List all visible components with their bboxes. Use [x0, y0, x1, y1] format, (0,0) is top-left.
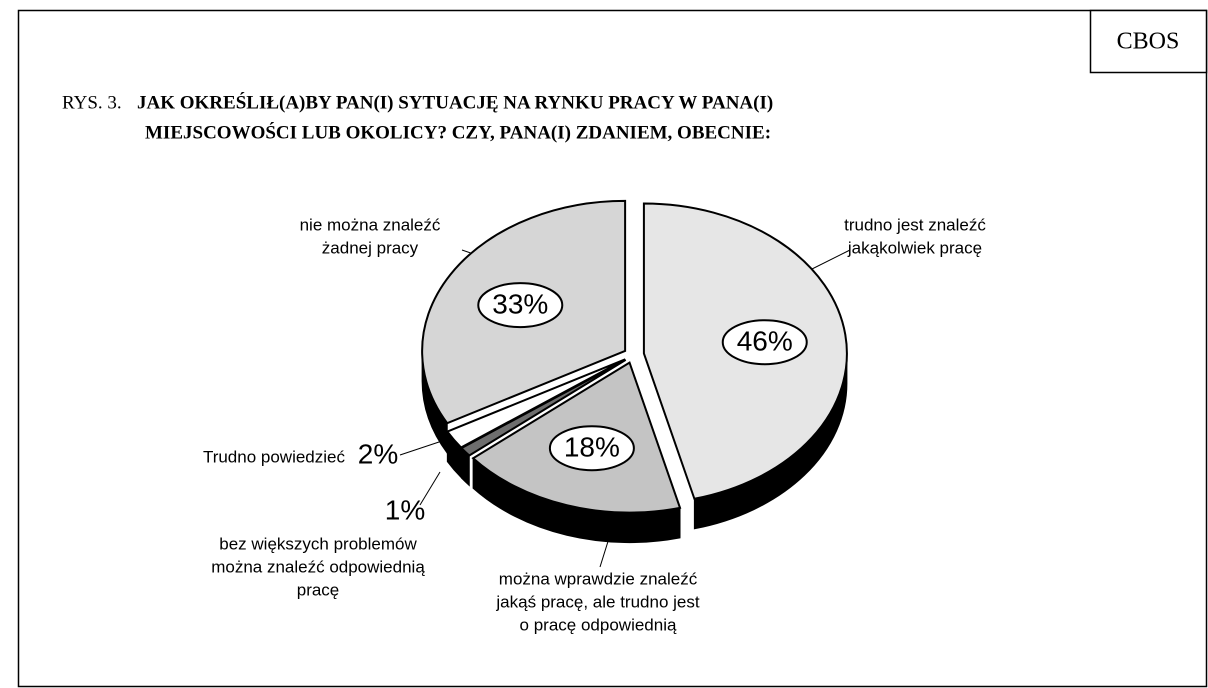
category-label: jakąś pracę, ale trudno jest [495, 592, 699, 611]
value-label: 18% [564, 432, 620, 463]
value-label: 46% [737, 326, 793, 357]
category-label: nie można znaleźć [300, 215, 441, 234]
header-box [1089, 9, 1208, 74]
category-label: żadnej pracy [322, 238, 419, 257]
value-label-bg [721, 319, 808, 366]
category-label: bez większych problemów [219, 534, 417, 553]
value-label-bg [548, 425, 635, 472]
category-label: pracę [297, 580, 340, 599]
chart-title: JAK OKREŚLIŁ(A)BY PAN(I) SYTUACJĘ NA RYN… [137, 91, 773, 113]
slice [445, 358, 626, 449]
leader-line [419, 471, 441, 506]
category-label: Trudno powiedzieć [203, 447, 346, 466]
header: CBOS [1117, 29, 1180, 55]
value-label: 2% [358, 438, 398, 469]
chart-title: MIEJSCOWOŚCI LUB OKOLICY? CZY, PANA(I) Z… [145, 121, 771, 143]
category-label: można wprawdzie znaleźć [499, 569, 698, 588]
category-label: jakąkolwiek pracę [847, 238, 982, 257]
value-label-bg [477, 282, 564, 329]
leader-line [399, 439, 446, 456]
figure-number: RYS. 3. [62, 92, 122, 113]
value-label: 1% [385, 494, 425, 525]
value-label: 33% [492, 289, 548, 320]
category-label: o pracę odpowiednią [520, 615, 677, 634]
category-label: trudno jest znaleźć [844, 215, 986, 234]
category-label: można znaleźć odpowiednią [211, 557, 425, 576]
